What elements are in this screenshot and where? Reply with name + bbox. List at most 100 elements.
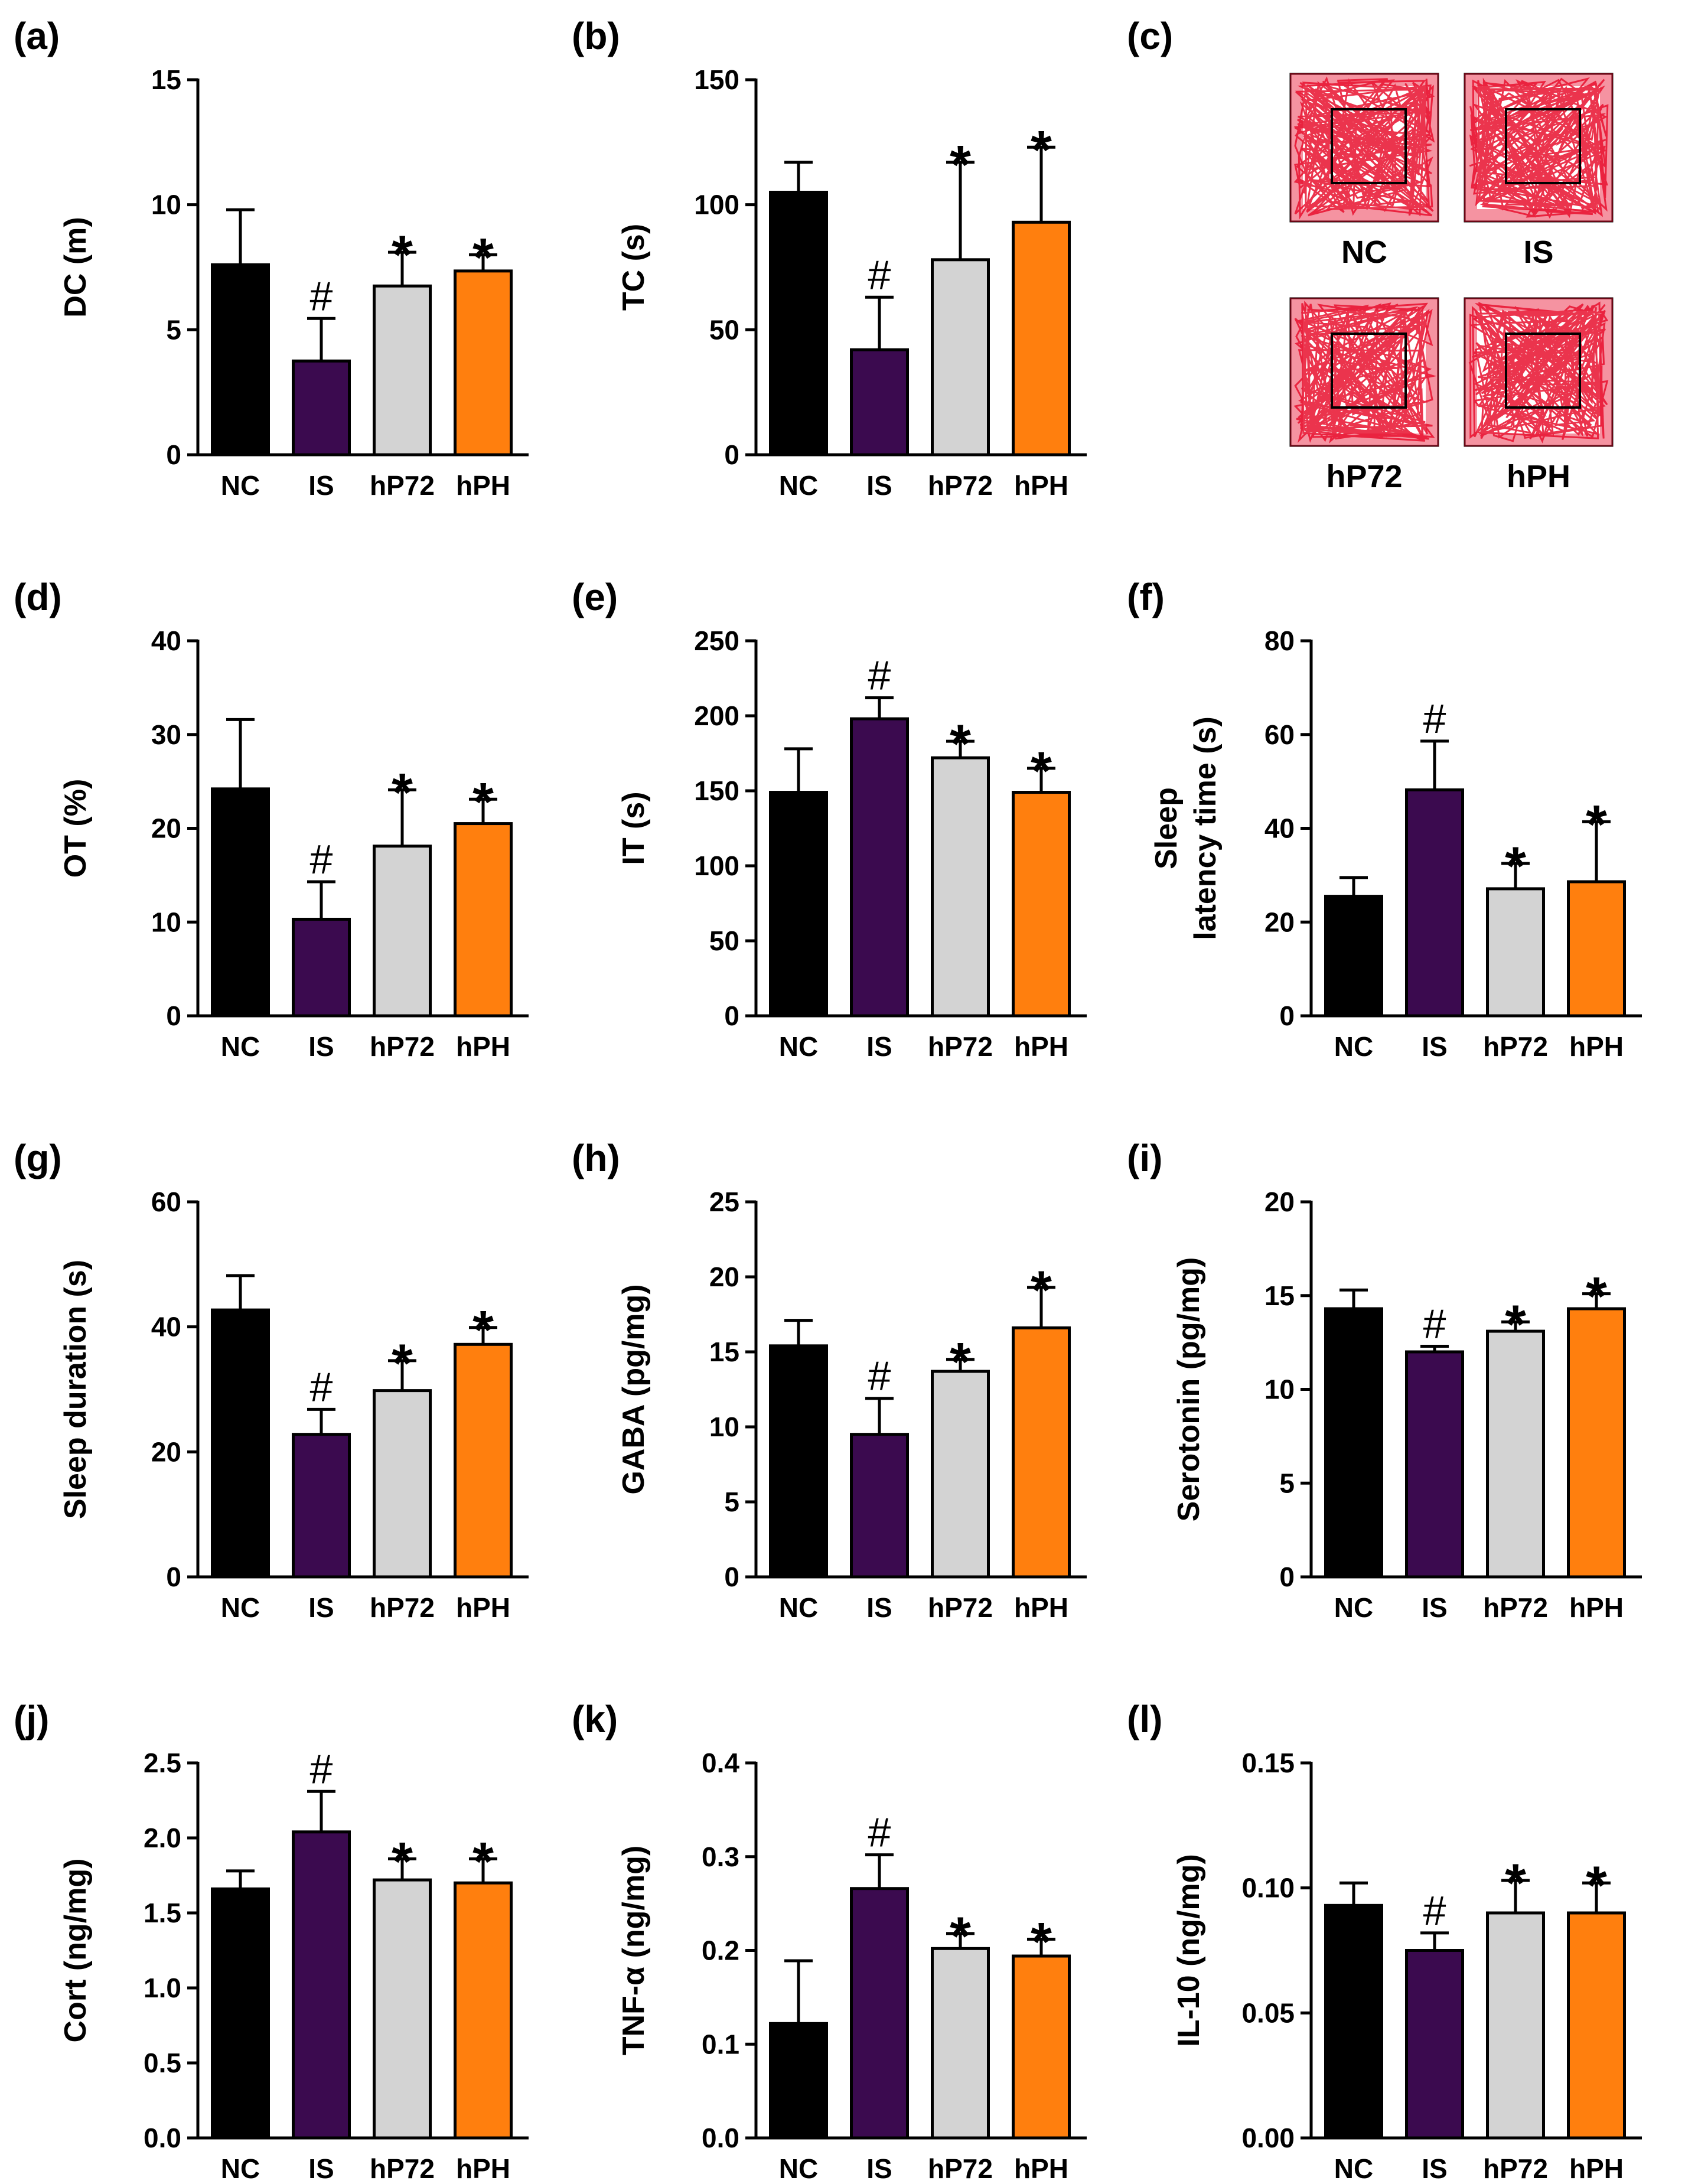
bar — [1012, 220, 1071, 457]
track-label: hPH — [1507, 459, 1570, 494]
bar — [454, 1342, 513, 1579]
category-label: hP72 — [1483, 2153, 1548, 2184]
y-axis-title: IL-10 (ng/mg) — [1172, 1854, 1206, 2046]
y-tick-label: 0 — [724, 1000, 739, 1031]
chart-panel-j: (j) NC # IS * hP72 * hPH 0.0 0.5 1.0 1.5 2.0 2.5 Cort … — [14, 1698, 529, 2184]
bar — [850, 1433, 909, 1579]
y-tick-label: 50 — [709, 925, 739, 956]
significance-mark: * — [392, 762, 413, 823]
y-tick-label: 20 — [151, 1436, 181, 1467]
y-axis-title: Serotonin (pg/mg) — [1172, 1257, 1206, 1522]
y-axis-title: DC (m) — [58, 217, 93, 317]
category-label: hP72 — [370, 1031, 435, 1062]
y-tick-label: 0.15 — [1241, 1748, 1295, 1778]
bar — [850, 717, 909, 1018]
chart-panels: (a) NC # IS * hP72 * hPH 0 5 10 15 DC (m) (b) NC # IS * hP… — [14, 15, 1642, 2184]
y-tick-label: 20 — [1264, 907, 1295, 937]
bar — [769, 2022, 828, 2140]
panel-letter: (i) — [1127, 1137, 1162, 1179]
y-tick-label: 2.5 — [144, 1748, 181, 1778]
track-border-band — [1464, 298, 1613, 446]
significance-mark: * — [1586, 1267, 1607, 1327]
movement-track — [1469, 77, 1609, 219]
bar — [454, 1881, 513, 2140]
significance-mark: * — [950, 1332, 971, 1393]
y-tick-label: 60 — [151, 1186, 181, 1217]
track-border-band — [1290, 73, 1439, 222]
y-tick-label: 20 — [1264, 1186, 1295, 1217]
category-label: NC — [221, 1592, 260, 1623]
bar — [373, 1878, 432, 2140]
bar — [373, 1389, 432, 1579]
significance-mark: * — [1586, 1856, 1607, 1916]
bar — [292, 1433, 351, 1579]
center-zone — [1505, 108, 1581, 184]
panel-letter: (a) — [14, 15, 60, 57]
bar — [454, 822, 513, 1018]
track-label: hP72 — [1326, 459, 1402, 494]
category-label: NC — [1334, 1592, 1373, 1623]
category-label: hP72 — [928, 1592, 993, 1623]
category-label: NC — [1334, 1031, 1373, 1062]
category-label: IS — [866, 1031, 892, 1062]
significance-mark: * — [950, 1906, 971, 1967]
y-tick-label: 150 — [694, 64, 739, 95]
chart-panel-h: (h) NC # IS * hP72 * hPH 0 5 10 15 20 25 GABA (pg/mg) — [572, 1137, 1087, 1623]
bar — [1486, 887, 1545, 1018]
track-plot-hP72: hP72 — [1289, 297, 1439, 494]
y-tick-label: 0.5 — [144, 2048, 181, 2078]
track-plot-NC: NC — [1289, 73, 1439, 270]
y-tick-label: 15 — [151, 64, 181, 95]
y-tick-label: 10 — [151, 907, 181, 937]
y-tick-label: 1.0 — [144, 1973, 181, 2003]
significance-mark: * — [1586, 794, 1607, 855]
category-label: hPH — [1569, 1031, 1624, 1062]
y-tick-label: 10 — [709, 1412, 739, 1442]
significance-mark: # — [868, 653, 891, 699]
track-label: IS — [1523, 234, 1553, 270]
y-axis-title: TC (s) — [617, 224, 651, 311]
bar — [1324, 895, 1383, 1018]
track-plot-hPH: hPH — [1464, 297, 1614, 494]
y-tick-label: 200 — [694, 700, 739, 731]
y-tick-label: 15 — [709, 1337, 739, 1367]
bar — [1567, 1307, 1626, 1579]
track-plot-IS: IS — [1464, 73, 1614, 270]
category-label: hP72 — [1483, 1592, 1548, 1623]
y-tick-label: 15 — [1264, 1280, 1295, 1311]
y-tick-label: 2.0 — [144, 1823, 181, 1853]
y-tick-label: 40 — [1264, 813, 1295, 844]
center-zone — [1331, 333, 1407, 409]
bar — [1486, 1329, 1545, 1579]
category-label: IS — [1422, 1592, 1447, 1623]
significance-mark: * — [950, 714, 971, 774]
category-label: hP72 — [1483, 1031, 1548, 1062]
significance-mark: * — [472, 227, 494, 288]
category-label: hPH — [456, 470, 510, 501]
y-tick-label: 1.5 — [144, 1898, 181, 1928]
category-label: NC — [221, 470, 260, 501]
significance-mark: * — [1031, 1260, 1052, 1321]
bar — [211, 1887, 270, 2140]
category-label: hPH — [1014, 1592, 1068, 1623]
significance-mark: * — [1031, 741, 1052, 801]
significance-mark: # — [1423, 1888, 1446, 1934]
panel-letter: (c) — [1127, 15, 1173, 57]
category-label: NC — [1334, 2153, 1373, 2184]
bar — [454, 269, 513, 457]
significance-mark: # — [868, 252, 891, 298]
y-tick-label: 80 — [1264, 625, 1295, 656]
y-tick-label: 40 — [151, 625, 181, 656]
category-label: hPH — [1569, 1592, 1624, 1623]
significance-mark: # — [1423, 696, 1446, 742]
significance-mark: * — [1031, 1912, 1052, 1972]
y-tick-label: 0 — [1279, 1562, 1295, 1592]
movement-track — [1468, 301, 1609, 444]
track-panel-c: (c) NC IS hP72 hPH — [1127, 15, 1614, 494]
category-label: hPH — [1014, 470, 1068, 501]
y-axis-title: IT (s) — [617, 791, 651, 865]
category-label: IS — [308, 1592, 334, 1623]
chart-panel-f: (f) NC # IS * hP72 * hPH 0 20 40 60 80 Sleep latency t… — [1127, 576, 1642, 1062]
category-label: hPH — [456, 1031, 510, 1062]
category-label: IS — [866, 1592, 892, 1623]
